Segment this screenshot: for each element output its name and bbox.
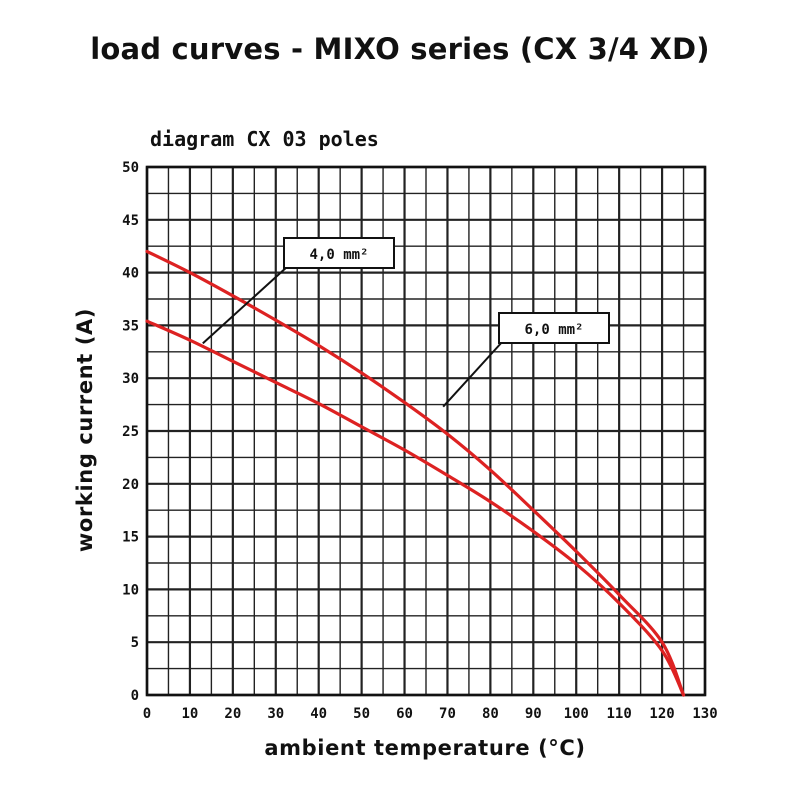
y-tick-label: 20	[122, 477, 139, 493]
chart-subtitle: diagram CX 03 poles	[150, 127, 379, 151]
series-group	[145, 249, 686, 697]
x-tick-label: 120	[649, 706, 674, 722]
callout-box-0	[283, 237, 395, 269]
callout-box-1	[498, 312, 610, 344]
y-tick-label: 30	[122, 371, 139, 387]
series-line-0	[145, 319, 686, 697]
callout-label-0: 4,0 mm²	[309, 247, 368, 263]
x-tick-label: 30	[267, 706, 284, 722]
y-tick-label: 35	[122, 318, 139, 334]
x-tick-label: 70	[439, 706, 456, 722]
grid	[145, 165, 707, 697]
x-axis-label: ambient temperature (°C)	[264, 736, 585, 760]
x-tick-label: 100	[564, 706, 589, 722]
series-line-1	[145, 249, 686, 697]
chart-title: load curves - MIXO series (CX 3/4 XD)	[90, 32, 710, 66]
x-tick-label: 90	[525, 706, 542, 722]
x-tick-label: 40	[310, 706, 327, 722]
callout-leader-1	[442, 340, 504, 408]
x-tick-label: 50	[353, 706, 370, 722]
x-tick-label: 80	[482, 706, 499, 722]
y-axis-label: working current (A)	[73, 308, 97, 552]
callouts: 4,0 mm² 6,0 mm²	[202, 237, 610, 408]
y-tick-label: 40	[122, 266, 139, 282]
x-tick-label: 20	[224, 706, 241, 722]
x-axis-ticks: 0 10 20 30 40 50 60 70 80 90 100 110 120 130	[143, 706, 718, 722]
y-tick-label: 0	[131, 688, 139, 704]
x-tick-label: 60	[396, 706, 413, 722]
plot-frame	[145, 165, 707, 697]
y-tick-label: 25	[122, 424, 139, 440]
plot-border	[145, 165, 707, 697]
y-tick-label: 50	[122, 160, 139, 176]
y-tick-label: 45	[122, 213, 139, 229]
y-tick-label: 15	[122, 530, 139, 546]
y-tick-label: 5	[131, 635, 139, 651]
y-tick-label: 10	[122, 582, 139, 598]
y-axis-ticks: 0 5 10 15 20 25 30 35 40 45 50	[122, 160, 139, 704]
x-tick-label: 0	[143, 706, 151, 722]
callout-leader-0	[202, 265, 289, 345]
x-tick-label: 10	[181, 706, 198, 722]
callout-label-1: 6,0 mm²	[524, 322, 583, 338]
x-tick-label: 130	[692, 706, 717, 722]
x-tick-label: 110	[607, 706, 632, 722]
